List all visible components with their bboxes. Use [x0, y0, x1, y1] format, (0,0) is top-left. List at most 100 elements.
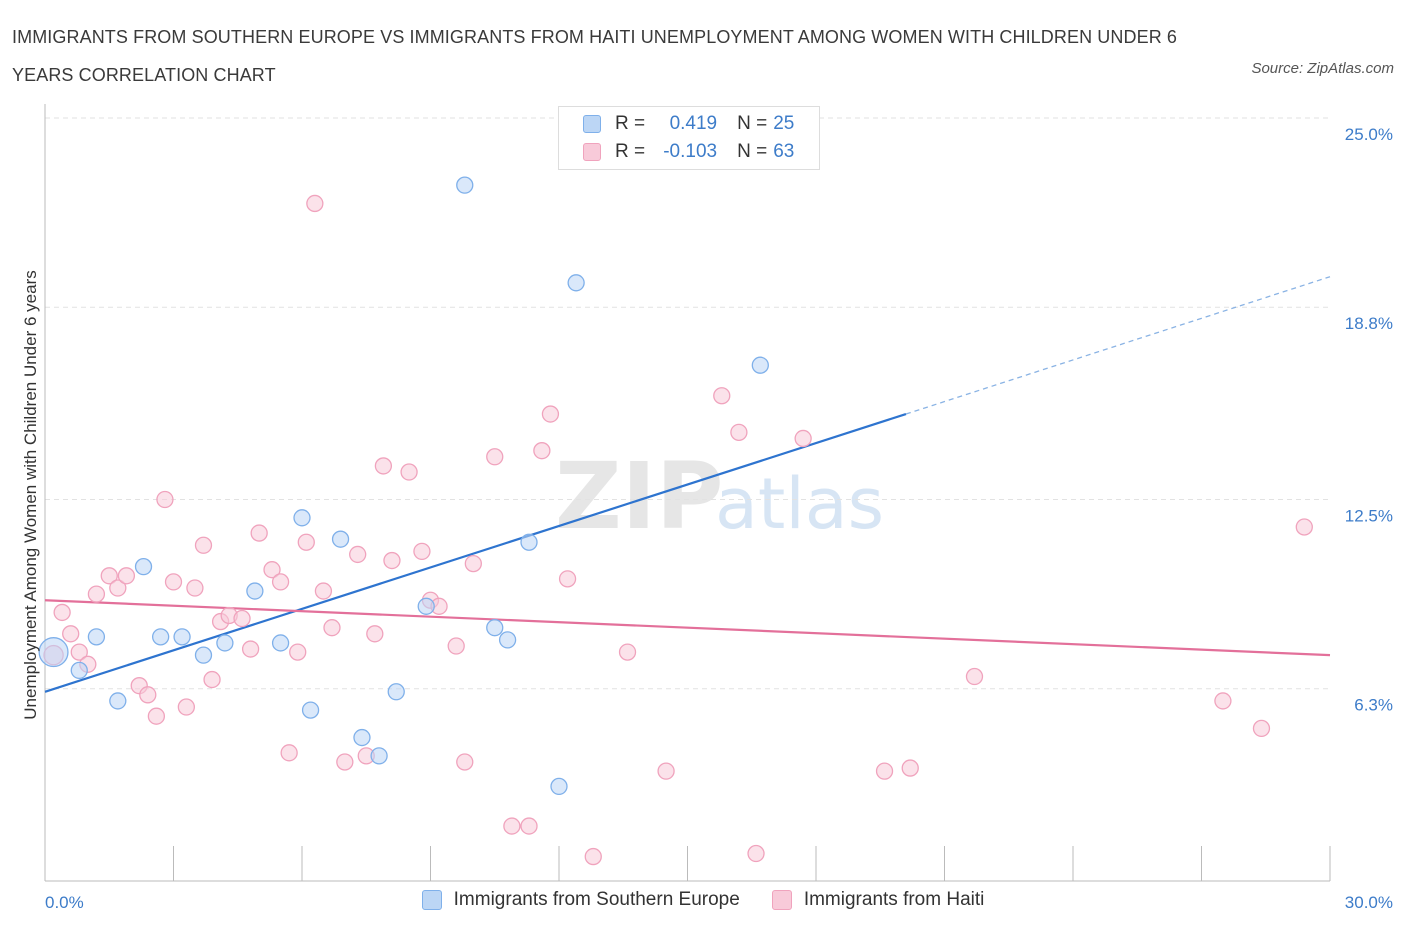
point-southern-europe	[370, 747, 388, 765]
point-southern-europe	[70, 661, 88, 680]
point-southern-europe	[567, 274, 585, 292]
point-southern-europe	[417, 597, 435, 615]
legend-n-label: N =	[737, 141, 768, 162]
point-haiti	[383, 551, 401, 570]
point-haiti	[875, 762, 894, 780]
point-southern-europe	[486, 619, 504, 637]
point-haiti	[400, 463, 418, 481]
point-haiti	[1295, 518, 1313, 536]
point-southern-europe	[387, 683, 405, 701]
point-haiti	[139, 686, 157, 704]
point-haiti	[464, 554, 482, 573]
point-haiti	[618, 643, 637, 661]
legend-label-southern-europe: Immigrants from Southern Europe	[453, 889, 740, 910]
point-haiti	[965, 667, 984, 686]
point-haiti	[263, 561, 281, 579]
point-haiti	[271, 573, 290, 591]
point-southern-europe	[520, 533, 538, 551]
point-haiti	[250, 524, 268, 542]
point-haiti	[87, 585, 106, 603]
point-haiti	[177, 698, 196, 716]
point-haiti	[156, 490, 174, 509]
point-southern-europe	[271, 634, 290, 652]
point-haiti	[1214, 692, 1232, 710]
point-haiti	[657, 762, 675, 780]
point-haiti	[323, 619, 341, 637]
point-southern-europe	[151, 628, 170, 646]
point-southern-europe	[353, 728, 371, 747]
legend-label-haiti: Immigrants from Haiti	[803, 889, 985, 910]
tick-labels: 6.3% 12.5% 18.8% 25.0% 0.0% 30.0%	[45, 125, 1393, 912]
point-haiti	[70, 643, 88, 661]
legend-n-value: 25	[773, 113, 795, 134]
point-haiti	[233, 609, 251, 628]
point-haiti	[747, 844, 765, 863]
y-axis-label: Unemployment Among Women with Children U…	[21, 270, 40, 719]
y-tick-label: 6.3%	[1354, 696, 1393, 715]
point-haiti	[53, 603, 71, 622]
legend-row-haiti: R = -0.103 N = 63	[583, 139, 794, 165]
legend-swatch-southern-europe	[421, 890, 442, 910]
point-haiti	[280, 744, 298, 762]
point-haiti	[413, 542, 431, 561]
x-tick-label: 0.0%	[45, 893, 84, 912]
point-haiti	[456, 753, 474, 771]
point-haiti	[794, 429, 812, 448]
point-haiti	[730, 423, 748, 442]
point-southern-europe	[87, 628, 106, 646]
point-haiti	[533, 442, 551, 460]
watermark: ZIP atlas	[555, 443, 884, 550]
point-haiti	[336, 753, 354, 771]
point-haiti	[306, 194, 324, 213]
legend-r-value: -0.103	[663, 141, 718, 162]
point-haiti	[349, 545, 367, 564]
point-haiti	[366, 625, 384, 643]
point-haiti	[164, 573, 183, 591]
point-southern-europe	[751, 356, 769, 374]
point-southern-europe	[194, 646, 213, 664]
point-haiti	[194, 536, 213, 554]
point-southern-europe	[456, 176, 474, 194]
point-haiti	[117, 567, 136, 585]
point-haiti	[503, 817, 521, 835]
point-southern-europe	[38, 637, 69, 668]
trend-line-southern-europe	[44, 412, 907, 693]
point-haiti	[486, 448, 504, 466]
correlation-legend: R = 0.419 N = 25 R = -0.103 N = 63	[558, 106, 820, 170]
point-haiti	[558, 570, 577, 588]
axes	[44, 104, 1331, 882]
watermark-zip: ZIP	[555, 443, 723, 550]
point-southern-europe	[550, 777, 568, 796]
point-haiti	[1252, 719, 1271, 738]
trend-lines	[44, 276, 1331, 693]
point-haiti	[314, 582, 333, 600]
trend-line-southern-europe-extension	[905, 276, 1331, 415]
point-southern-europe	[173, 628, 191, 646]
point-haiti	[374, 457, 393, 475]
legend-r-label: R =	[615, 141, 646, 162]
point-haiti	[109, 579, 127, 597]
point-southern-europe	[109, 692, 127, 710]
legend-item-southern-europe: Immigrants from Southern Europe	[421, 889, 740, 911]
legend-swatch-haiti	[583, 143, 601, 161]
point-haiti	[186, 579, 204, 597]
x-tick-label: 30.0%	[1345, 893, 1393, 912]
legend-swatch-haiti	[771, 890, 792, 910]
point-southern-europe	[331, 530, 350, 548]
point-haiti	[520, 817, 538, 835]
legend-row-southern-europe: R = 0.419 N = 25	[583, 111, 794, 137]
point-haiti	[713, 387, 731, 405]
point-haiti	[100, 567, 118, 585]
chart-title: IMMIGRANTS FROM SOUTHERN EUROPE VS IMMIG…	[12, 27, 1178, 85]
point-haiti	[203, 670, 221, 689]
point-haiti	[147, 707, 166, 725]
point-haiti	[297, 533, 315, 551]
legend-r-label: R =	[615, 113, 646, 134]
trend-line-haiti	[44, 599, 1331, 657]
series-legend: Immigrants from Southern Europe Immigran…	[0, 889, 1406, 911]
y-tick-label: 12.5%	[1345, 507, 1393, 526]
point-southern-europe	[134, 557, 153, 576]
grid-lines	[45, 117, 1330, 690]
legend-n-value: 63	[773, 141, 795, 162]
point-southern-europe	[498, 631, 517, 649]
